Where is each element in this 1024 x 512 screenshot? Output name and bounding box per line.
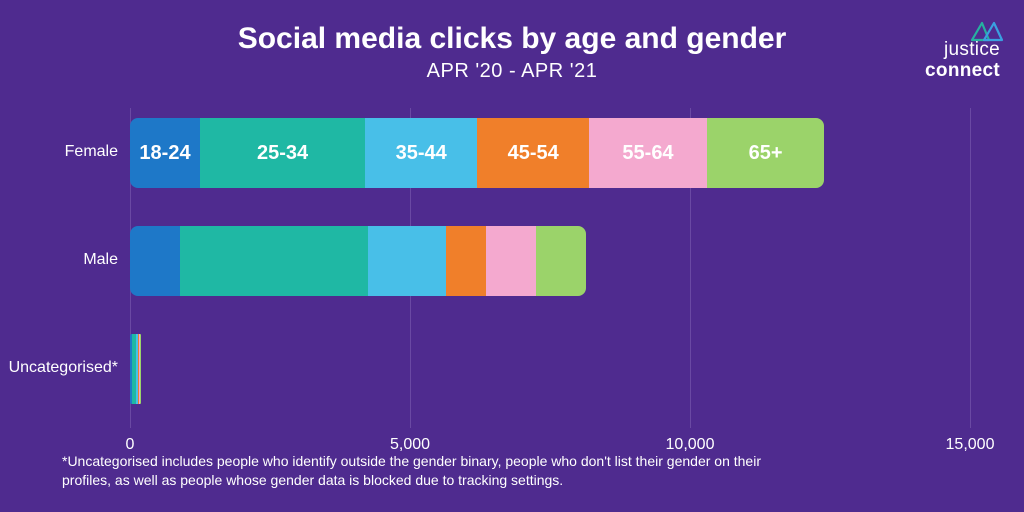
bar-row: 18-2425-3435-4445-5455-6465+ <box>130 118 970 188</box>
chart-subtitle: APR '20 - APR '21 <box>0 60 1024 83</box>
bar-segment <box>130 226 180 296</box>
bar-segment: 45-54 <box>477 118 589 188</box>
chart-plot-area: 05,00010,00015,000Female18-2425-3435-444… <box>130 108 970 428</box>
bar-segment: 65+ <box>707 118 825 188</box>
x-axis-tick: 15,000 <box>946 436 995 454</box>
bar-segment <box>368 226 446 296</box>
bar-segment: 18-24 <box>130 118 200 188</box>
footnote-text: *Uncategorised includes people who ident… <box>62 452 762 490</box>
bar-segment: 25-34 <box>200 118 365 188</box>
bar-segment: 35-44 <box>365 118 477 188</box>
bar-segment <box>446 226 485 296</box>
bar-row <box>130 334 970 404</box>
y-axis-label: Female <box>0 143 118 161</box>
bar-segment <box>140 334 141 404</box>
chart-canvas: justice connect Social media clicks by a… <box>0 0 1024 512</box>
bar-segment: 55-64 <box>589 118 707 188</box>
bar-segment <box>536 226 586 296</box>
grid-line <box>970 108 971 428</box>
bar-segment <box>486 226 536 296</box>
y-axis-label: Male <box>0 251 118 269</box>
chart-title: Social media clicks by age and gender <box>0 22 1024 56</box>
bar-row <box>130 226 970 296</box>
bar-segment <box>180 226 368 296</box>
title-block: Social media clicks by age and gender AP… <box>0 22 1024 83</box>
y-axis-label: Uncategorised* <box>0 359 118 377</box>
